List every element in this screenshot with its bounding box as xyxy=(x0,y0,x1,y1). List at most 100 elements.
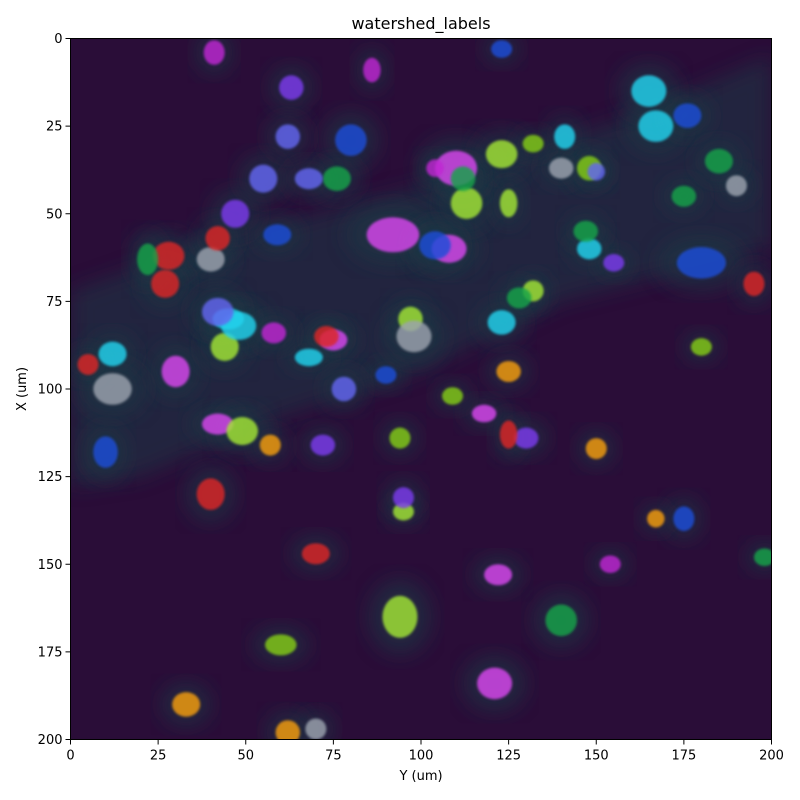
label-region xyxy=(375,366,397,384)
label-region xyxy=(396,320,432,353)
label-region xyxy=(743,271,765,297)
label-region xyxy=(471,404,497,423)
label-regions xyxy=(70,38,772,740)
label-region xyxy=(261,322,287,344)
label-region xyxy=(506,287,532,309)
label-region xyxy=(499,420,518,449)
x-tick-label: 100 xyxy=(409,749,434,764)
label-region xyxy=(265,634,297,656)
x-tick-label: 175 xyxy=(671,749,696,764)
label-region xyxy=(93,373,132,405)
label-region xyxy=(203,40,225,65)
label-region xyxy=(322,166,351,191)
label-region xyxy=(638,110,674,142)
label-region xyxy=(389,427,411,449)
label-region xyxy=(161,355,190,388)
label-region xyxy=(152,241,185,270)
label-region xyxy=(548,157,574,179)
y-tick-label: 200 xyxy=(38,733,63,748)
label-region xyxy=(522,134,544,153)
label-region xyxy=(587,162,606,181)
label-region xyxy=(392,502,414,521)
label-region xyxy=(294,168,323,190)
label-region xyxy=(196,478,225,510)
label-region xyxy=(485,140,518,169)
label-region xyxy=(201,413,234,435)
label-region xyxy=(671,185,697,207)
label-region xyxy=(673,506,695,531)
label-region xyxy=(305,718,327,740)
y-tick-label: 0 xyxy=(54,32,62,47)
label-region xyxy=(484,564,513,586)
x-tick-label: 50 xyxy=(237,749,254,764)
label-region xyxy=(151,269,180,298)
label-region xyxy=(366,217,420,253)
y-axis-ticks: 0 25 50 75 100 125 150 175 200 xyxy=(38,32,71,748)
label-region xyxy=(382,595,418,638)
x-tick-label: 75 xyxy=(325,749,342,764)
label-region xyxy=(576,238,602,260)
label-region xyxy=(259,434,281,456)
label-region xyxy=(196,247,225,272)
image-area xyxy=(70,38,772,740)
y-tick-label: 150 xyxy=(38,558,63,573)
label-region xyxy=(450,187,483,220)
label-region xyxy=(647,509,665,528)
x-tick-label: 25 xyxy=(150,749,167,764)
label-region xyxy=(676,247,726,279)
label-region xyxy=(704,148,733,174)
label-region xyxy=(419,231,451,260)
label-region xyxy=(690,338,712,356)
label-region xyxy=(554,124,576,149)
label-region xyxy=(599,555,621,574)
plot-title: watershed_labels xyxy=(351,14,491,33)
label-region xyxy=(314,325,339,347)
y-tick-label: 50 xyxy=(46,207,63,222)
label-region xyxy=(603,254,625,272)
label-region xyxy=(210,332,239,361)
label-region xyxy=(93,436,118,468)
label-region xyxy=(631,75,667,107)
label-region xyxy=(294,348,323,367)
label-region xyxy=(77,353,99,375)
label-region xyxy=(496,360,521,382)
label-region xyxy=(249,164,278,193)
label-region xyxy=(450,166,476,191)
label-region xyxy=(172,692,201,717)
label-region xyxy=(275,124,301,149)
x-axis-ticks: 0 25 50 75 100 125 150 175 200 xyxy=(66,739,784,764)
label-region xyxy=(442,387,464,405)
label-region xyxy=(98,341,127,367)
label-region xyxy=(279,75,304,100)
label-region xyxy=(137,243,159,276)
x-tick-label: 200 xyxy=(759,749,784,764)
label-region xyxy=(499,189,518,218)
label-region xyxy=(301,543,330,565)
label-region xyxy=(226,417,259,446)
label-region xyxy=(201,297,234,326)
y-axis-label: X (um) xyxy=(15,367,30,411)
label-region xyxy=(487,310,516,335)
label-region xyxy=(335,124,367,156)
x-tick-label: 150 xyxy=(584,749,609,764)
label-region xyxy=(392,487,414,509)
label-region xyxy=(585,438,607,460)
label-region xyxy=(263,224,292,246)
label-region xyxy=(673,103,702,128)
label-region xyxy=(491,40,513,58)
label-region xyxy=(205,226,230,251)
x-tick-label: 125 xyxy=(496,749,521,764)
y-tick-label: 125 xyxy=(38,470,63,485)
label-region xyxy=(573,220,599,242)
label-region xyxy=(275,720,301,740)
label-region xyxy=(363,57,381,83)
label-region xyxy=(545,604,577,637)
y-tick-label: 75 xyxy=(46,295,63,310)
x-tick-label: 0 xyxy=(66,749,74,764)
label-region xyxy=(331,376,357,402)
label-region xyxy=(477,667,513,700)
label-region xyxy=(753,548,772,566)
label-region xyxy=(725,175,747,197)
label-region xyxy=(310,434,336,456)
